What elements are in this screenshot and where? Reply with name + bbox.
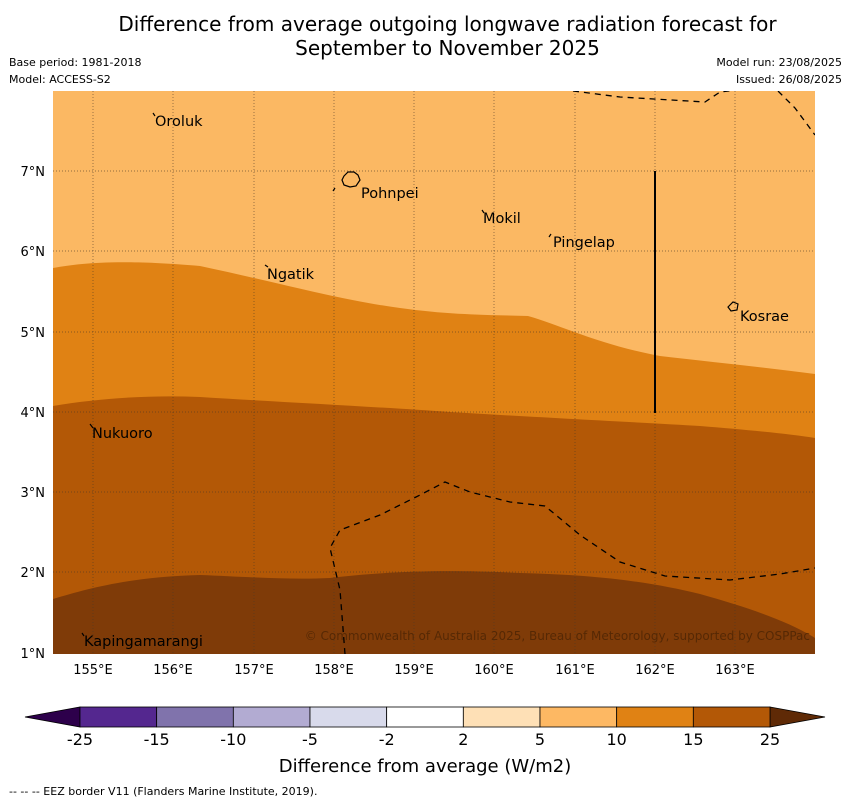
colorbar-tick-label: 5 — [535, 730, 545, 749]
colorbar-segment — [156, 706, 234, 728]
colorbar-label: Difference from average (W/m2) — [279, 756, 571, 777]
lat-label: 7°N — [21, 165, 46, 180]
base-period: Base period: 1981-2018 — [9, 56, 142, 69]
colorbar-segment — [309, 706, 388, 728]
colorbar: -25 -15 -10 -5 -2 2 5 10 15 25 — [24, 706, 826, 749]
lat-label: 3°N — [21, 486, 46, 501]
map-title: Difference from average outgoing longwav… — [0, 12, 850, 60]
colorbar-segment — [462, 706, 541, 728]
lon-label: 155°E — [73, 663, 113, 678]
copyright-watermark: © Commonwealth of Australia 2025, Bureau… — [305, 629, 810, 643]
place-nukuoro: Nukuoro — [92, 426, 153, 442]
place-kosrae: Kosrae — [740, 309, 789, 325]
colorbar-segment — [539, 706, 618, 728]
lat-label: 2°N — [21, 566, 46, 581]
place-pingelap: Pingelap — [553, 235, 615, 251]
colorbar-tick-label: -15 — [144, 730, 170, 749]
colorbar-tick-label: 25 — [760, 730, 780, 749]
place-mokil: Mokil — [483, 211, 521, 227]
meta-right: Model run: 23/08/2025 Issued: 26/08/2025 — [716, 54, 842, 88]
model-name: Model: ACCESS-S2 — [9, 73, 111, 86]
map-area: Oroluk Pohnpei Mokil Pingelap Ngatik Kos… — [53, 91, 815, 654]
colorbar-segment — [386, 706, 464, 728]
kosrae-island-outline — [727, 301, 739, 312]
lon-label: 160°E — [474, 663, 514, 678]
islands — [81, 112, 739, 637]
colorbar-tick-label: -10 — [220, 730, 246, 749]
longitude-labels: 155°E 156°E 157°E 158°E 159°E 160°E 161°… — [73, 663, 755, 678]
eez-borders — [329, 91, 815, 654]
lon-label: 157°E — [234, 663, 274, 678]
place-kapingamarangi: Kapingamarangi — [84, 634, 203, 650]
lon-label: 161°E — [555, 663, 595, 678]
colorbar-segment — [616, 706, 694, 728]
lat-label: 6°N — [21, 245, 46, 260]
lon-label: 162°E — [635, 663, 675, 678]
colorbar-tick-label: -5 — [302, 730, 318, 749]
band-above-25 — [53, 571, 815, 654]
colorbar-tick-label: -2 — [379, 730, 395, 749]
lat-label: 1°N — [21, 647, 46, 662]
lon-label: 163°E — [715, 663, 755, 678]
lon-label: 156°E — [153, 663, 193, 678]
colorbar-segment — [79, 706, 158, 728]
lat-label: 4°N — [21, 406, 46, 421]
colorbar-high-arrow — [769, 706, 826, 728]
title-line-1: Difference from average outgoing longwav… — [118, 12, 777, 36]
pohnpei-island-outline — [341, 171, 361, 188]
colorbar-segment — [692, 706, 771, 728]
place-ngatik: Ngatik — [267, 267, 315, 283]
eez-footnote: -- -- -- EEZ border V11 (Flanders Marine… — [9, 785, 318, 798]
place-pohnpei: Pohnpei — [361, 186, 419, 202]
lon-label: 158°E — [314, 663, 354, 678]
lon-label: 159°E — [394, 663, 434, 678]
model-run: Model run: 23/08/2025 — [716, 56, 842, 69]
colorbar-segment — [232, 706, 311, 728]
colorbar-tick-label: 2 — [458, 730, 468, 749]
colorbar-tick-label: 15 — [683, 730, 703, 749]
title-line-2: September to November 2025 — [295, 36, 600, 60]
colorbar-tick-label: -25 — [67, 730, 93, 749]
colorbar-tick-label: 10 — [606, 730, 626, 749]
colorbar-low-arrow — [24, 706, 81, 728]
place-oroluk: Oroluk — [155, 114, 203, 130]
meta-left: Base period: 1981-2018 Model: ACCESS-S2 — [9, 54, 141, 88]
issued-date: Issued: 26/08/2025 — [735, 73, 842, 86]
lat-label: 5°N — [21, 326, 46, 341]
latitude-labels: 7°N 6°N 5°N 4°N 3°N 2°N 1°N — [21, 165, 46, 662]
